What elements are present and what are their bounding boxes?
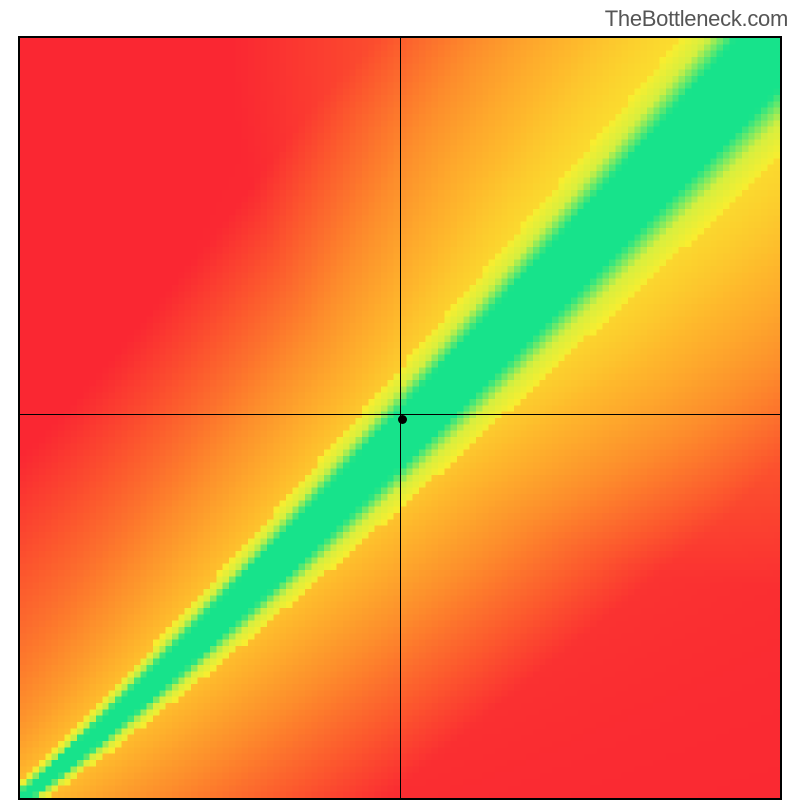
heatmap-plot-frame xyxy=(18,36,782,800)
crosshair-marker-dot xyxy=(398,415,407,424)
watermark-text: TheBottleneck.com xyxy=(605,6,788,32)
